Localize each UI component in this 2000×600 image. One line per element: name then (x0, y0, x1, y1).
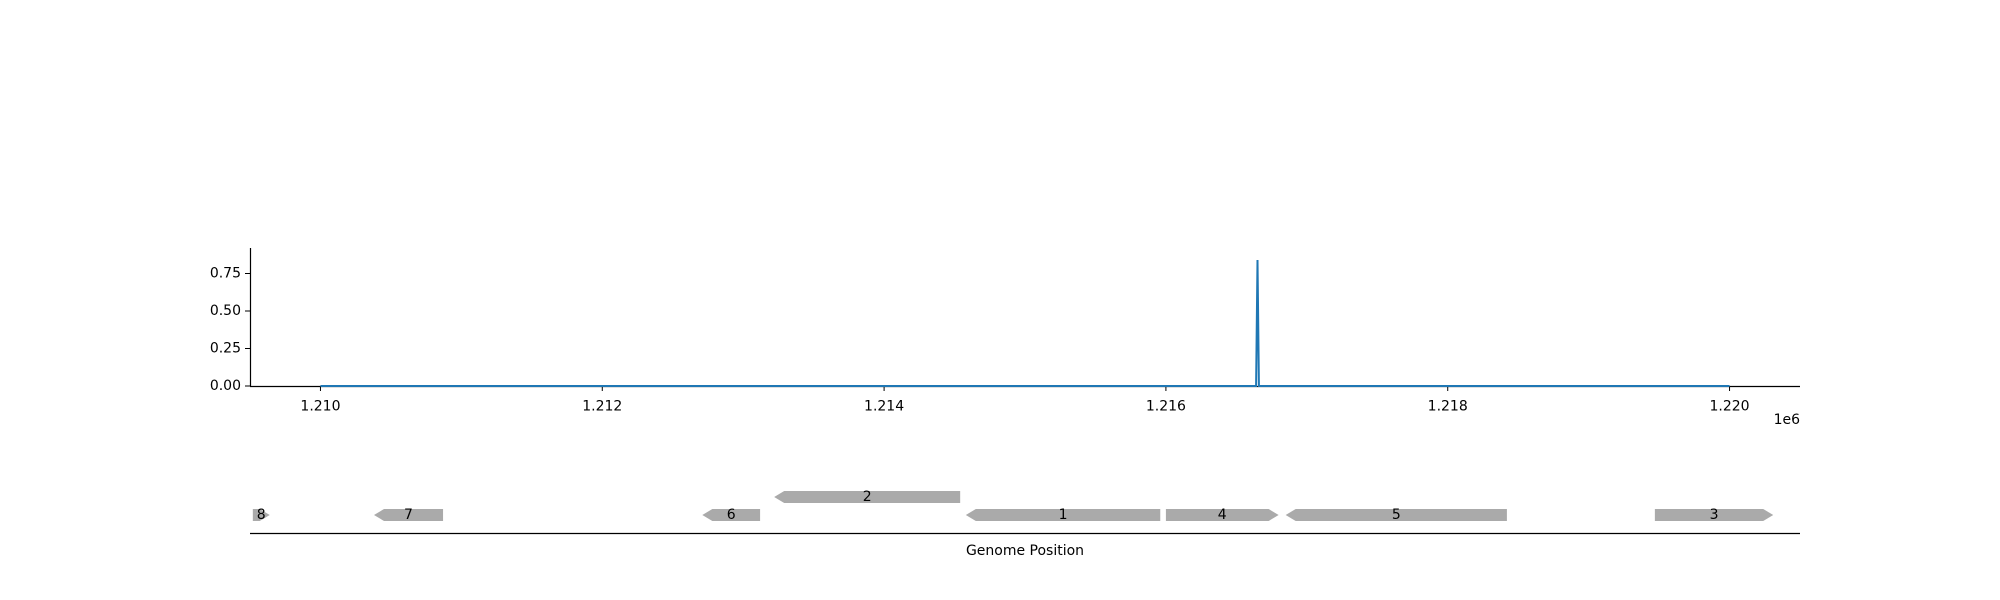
gene-track: 8 7 6 2 1 4 5 3 Genome Position (250, 489, 1800, 559)
x-tick-label: 1.218 (1428, 399, 1468, 415)
gene-label-6: 6 (727, 507, 736, 523)
series-layer (320, 259, 1730, 387)
gene-feature-2 (774, 491, 961, 503)
x-offset-label: 1e6 (1774, 412, 1801, 428)
gene-label-3: 3 (1710, 507, 1719, 523)
x-axis-ticks: 1.210 1.212 1.214 1.216 1.218 1.220 (300, 386, 1750, 415)
y-axis-ticks: 0.00 0.25 0.50 0.75 (210, 266, 250, 394)
gene-feature-5 (1285, 509, 1507, 521)
gene-label-4: 4 (1218, 507, 1227, 523)
x-tick-label: 1.220 (1709, 399, 1749, 415)
x-tick-label: 1.212 (582, 399, 622, 415)
gene-feature-7 (374, 509, 444, 521)
gene-feature-8 (252, 509, 270, 521)
y-tick-label: 0.25 (210, 341, 241, 357)
x-tick-label: 1.210 (300, 399, 340, 415)
gene-label-1: 1 (1059, 507, 1068, 523)
gene-feature-1 (965, 509, 1161, 521)
feature-layer: 8 7 6 2 1 4 5 3 (252, 489, 1774, 523)
track-x-label: Genome Position (966, 543, 1084, 559)
gene-label-7: 7 (404, 507, 413, 523)
gene-label-2: 2 (863, 489, 872, 505)
y-tick-label: 0.00 (210, 378, 241, 394)
gene-feature-4 (1165, 509, 1279, 521)
gene-feature-3 (1654, 509, 1774, 521)
series-line-0 (320, 259, 1730, 387)
y-tick-label: 0.50 (210, 303, 241, 319)
y-tick-label: 0.75 (210, 266, 241, 282)
coverage-plot: 0.000.250.500.75 1.210 1.212 1.214 1.216 1.2… (210, 248, 1800, 428)
gene-label-5: 5 (1392, 507, 1401, 523)
x-tick-label: 1.214 (864, 399, 904, 415)
x-tick-label: 1.216 (1146, 399, 1186, 415)
gene-feature-6 (702, 509, 761, 521)
gene-label-8: 8 (257, 507, 266, 523)
